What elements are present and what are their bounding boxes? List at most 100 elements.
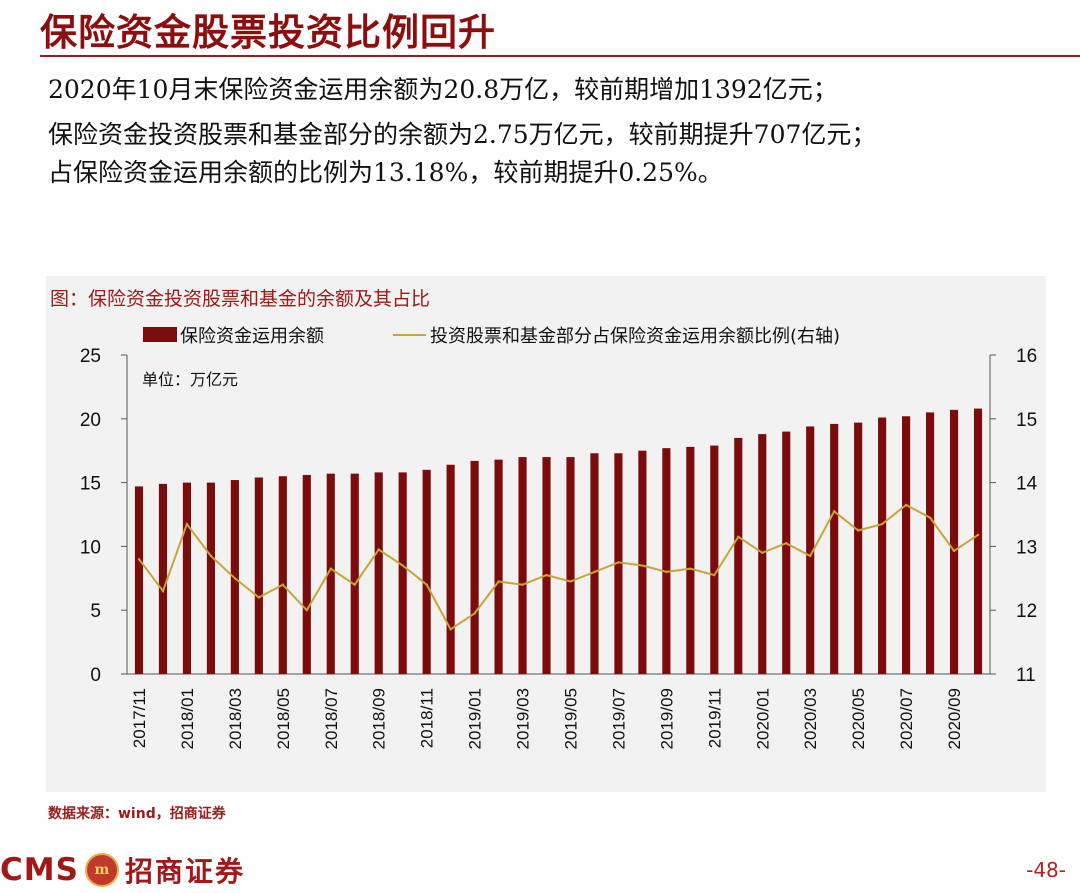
page-number: -48-	[1026, 858, 1066, 882]
x-tick-label: 2020/05	[849, 688, 868, 749]
data-source: 数据来源：wind，招商证券	[48, 806, 226, 822]
bar	[830, 423, 839, 674]
bar	[494, 459, 503, 674]
bar	[949, 409, 959, 674]
ratio-point	[952, 549, 956, 553]
ratio-point	[233, 577, 237, 580]
ratio-point	[449, 628, 452, 631]
bar	[662, 448, 671, 674]
bar	[278, 476, 287, 674]
bar	[446, 464, 455, 674]
ratio-point	[689, 567, 692, 570]
ratio-point	[545, 573, 548, 577]
x-tick-label: 2019/07	[609, 688, 628, 749]
ratio-point	[928, 516, 932, 519]
slide-title: 保险资金股票投资比例回升	[40, 11, 496, 54]
ratio-point	[593, 570, 596, 574]
ratio-point	[257, 596, 261, 599]
bar	[302, 474, 311, 674]
bar	[973, 408, 983, 674]
logo-chinese-name: 招商证券	[124, 855, 245, 888]
x-tick-label: 2019/05	[561, 688, 580, 749]
left-tick-label: 0	[90, 665, 101, 686]
x-tick-label: 2018/05	[274, 688, 293, 749]
bar	[878, 417, 887, 674]
bar	[518, 457, 527, 674]
x-tick-label: 2017/11	[130, 688, 149, 748]
ratio-point	[904, 503, 908, 507]
ratio-point	[785, 542, 788, 545]
right-tick-label: 13	[1016, 537, 1037, 558]
ratio-point	[473, 612, 476, 615]
left-tick-label: 10	[80, 537, 101, 558]
x-tick-label: 2018/07	[322, 688, 341, 749]
bar	[590, 453, 599, 674]
bar	[206, 482, 215, 674]
ratio-point	[641, 564, 644, 567]
bar	[254, 477, 263, 674]
bullet-line-2: 保险资金投资股票和基金部分的余额为2.75万亿元，较前期提升707亿元；	[48, 120, 877, 149]
figure-title: 图：保险资金投资股票和基金的余额及其占比	[50, 288, 431, 310]
ratio-point	[856, 529, 860, 532]
legend-bar-label: 保险资金运用余额	[180, 326, 324, 347]
x-tick-label: 2020/01	[753, 688, 772, 749]
ratio-point	[209, 554, 213, 558]
right-tick-label: 15	[1016, 410, 1037, 431]
right-tick-label: 12	[1016, 601, 1037, 622]
bullet-line-1: 2020年10月末保险资金运用余额为20.8万亿，较前期增加1392亿元；	[48, 75, 838, 104]
bar	[398, 472, 407, 674]
bar	[326, 473, 335, 674]
x-tick-label: 2018/09	[370, 688, 389, 749]
bar	[158, 483, 168, 674]
bar	[542, 457, 551, 674]
x-tick-label: 2019/03	[514, 688, 533, 749]
bar	[134, 486, 144, 674]
ratio-point	[425, 583, 428, 586]
bar	[710, 445, 719, 674]
legend-line-label: 投资股票和基金部分占保险资金运用余额比例(右轴)	[430, 326, 840, 347]
unit-label: 单位：万亿元	[142, 370, 238, 389]
bar	[350, 473, 359, 674]
company-logo: CMS m 招商证券	[0, 848, 245, 892]
bar	[925, 412, 935, 674]
ratio-point	[137, 557, 141, 561]
right-tick-label: 16	[1016, 346, 1037, 367]
ratio-point	[761, 551, 764, 554]
bar	[182, 482, 192, 674]
ratio-point	[617, 561, 620, 564]
ratio-point	[737, 535, 740, 539]
bar	[374, 472, 383, 674]
x-tick-label: 2019/11	[705, 688, 724, 748]
ratio-point	[185, 522, 189, 526]
ratio-point	[880, 522, 884, 526]
x-tick-label: 2019/01	[466, 688, 485, 749]
x-tick-label: 2018/01	[178, 688, 197, 749]
bar	[566, 457, 575, 674]
ratio-point	[305, 609, 308, 612]
left-tick-label: 15	[80, 474, 101, 495]
logo-emblem-icon: m	[84, 853, 119, 887]
left-tick-label: 5	[90, 601, 101, 622]
x-tick-label: 2020/03	[801, 688, 820, 749]
bullet-line-3: 占保险资金运用余额的比例为13.18%，较前期提升0.25%。	[48, 158, 723, 187]
bar	[806, 426, 815, 674]
x-tick-label: 2018/03	[226, 688, 245, 749]
ratio-point	[832, 510, 836, 513]
ratio-point	[713, 573, 716, 577]
ratio-point	[665, 570, 668, 574]
ratio-point	[401, 564, 404, 567]
ratio-point	[161, 589, 165, 593]
x-tick-label: 2018/11	[418, 688, 437, 748]
right-tick-label: 14	[1016, 474, 1038, 495]
bar	[686, 446, 695, 674]
ratio-point	[377, 548, 380, 551]
ratio-point	[353, 583, 356, 586]
bar	[422, 469, 431, 674]
bar	[638, 450, 647, 674]
ratio-point	[329, 567, 332, 570]
bar	[734, 437, 743, 674]
logo-text: CMS	[0, 852, 79, 888]
bar	[782, 431, 791, 674]
bar	[470, 460, 479, 674]
